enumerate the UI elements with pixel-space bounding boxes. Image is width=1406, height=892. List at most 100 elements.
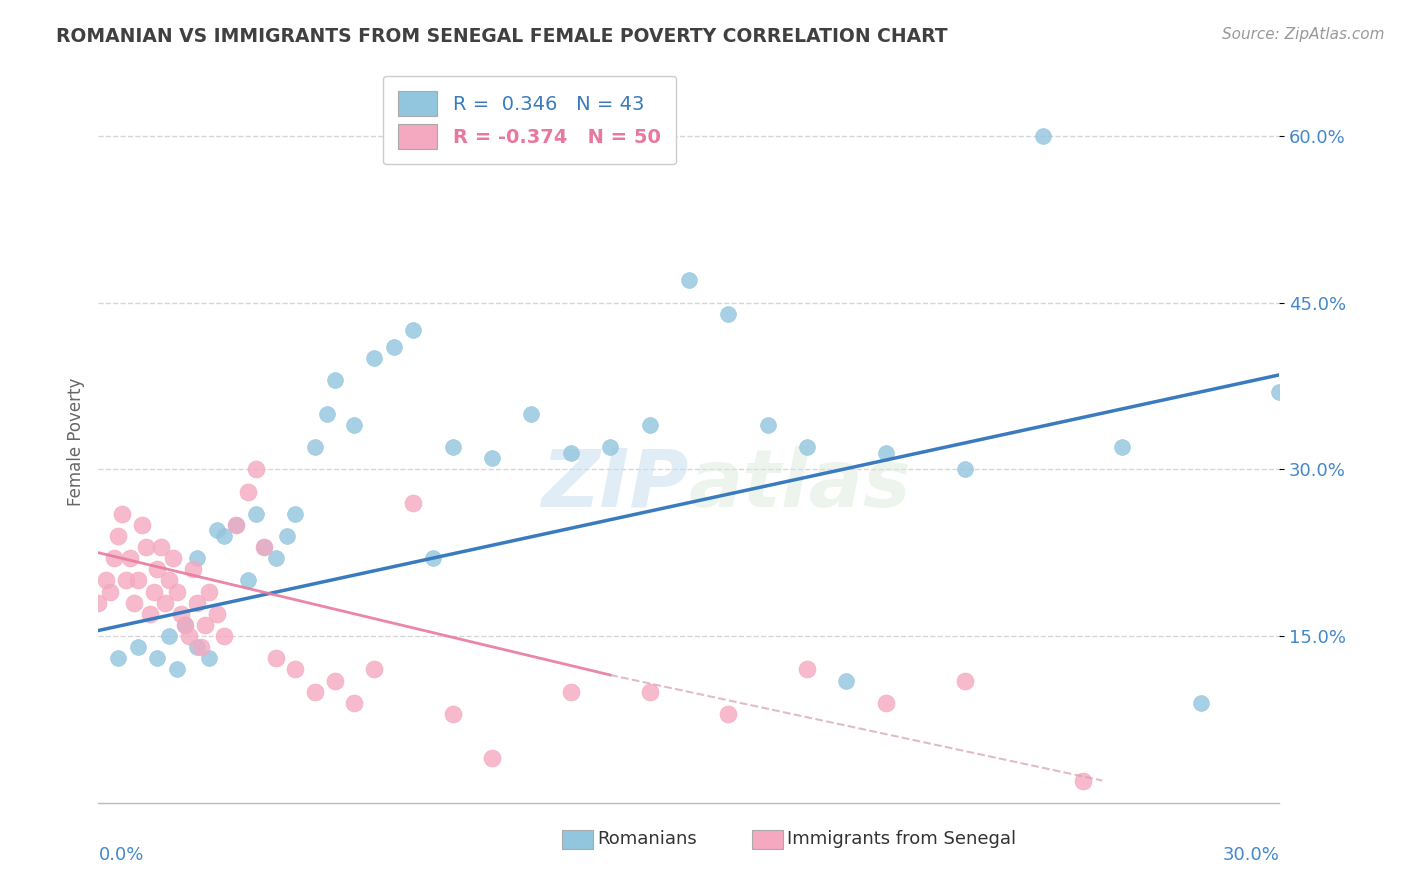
Text: ZIP: ZIP [541,446,689,524]
Point [98,584,121,599]
Point [174,618,197,632]
Point [1071,773,1094,788]
Point [363,351,385,366]
Point [122,596,145,610]
Point [1032,128,1054,143]
Point [131,517,153,532]
Point [343,696,366,710]
Point [560,684,582,698]
Point [796,662,818,676]
Point [177,629,200,643]
Point [717,307,740,321]
Point [162,551,184,566]
Point [264,651,287,665]
Point [756,417,779,432]
Point [875,445,897,459]
Point [875,696,897,710]
Point [1189,696,1212,710]
Point [142,584,165,599]
Point [135,540,157,554]
Point [146,562,169,576]
Point [953,462,976,476]
Point [166,584,188,599]
Point [560,445,582,459]
Point [323,373,346,387]
Point [225,517,247,532]
Text: ROMANIAN VS IMMIGRANTS FROM SENEGAL FEMALE POVERTY CORRELATION CHART: ROMANIAN VS IMMIGRANTS FROM SENEGAL FEMA… [56,27,948,45]
Point [190,640,212,655]
Point [402,323,425,337]
Point [138,607,160,621]
Point [276,529,298,543]
Point [402,496,425,510]
Point [284,507,307,521]
Point [205,607,228,621]
Point [245,462,267,476]
Point [111,507,134,521]
Point [363,662,385,676]
Point [107,529,129,543]
Point [115,574,138,588]
Point [520,407,543,421]
Point [205,524,228,538]
Point [835,673,858,688]
Point [253,540,276,554]
Point [304,684,326,698]
Point [236,484,259,499]
Point [194,618,217,632]
Text: atlas: atlas [689,446,911,524]
Point [323,673,346,688]
Point [599,440,621,454]
Point [481,751,503,765]
Point [1111,440,1133,454]
Point [186,596,208,610]
Point [197,651,219,665]
Point [343,417,366,432]
Point [284,662,307,676]
Point [174,618,197,632]
Point [127,640,149,655]
Text: Romanians: Romanians [598,830,697,848]
Point [186,551,208,566]
Point [197,584,219,599]
Point [127,574,149,588]
Point [236,574,259,588]
Point [166,662,188,676]
Point [382,340,405,354]
Point [304,440,326,454]
Point [96,574,118,588]
Point [87,596,110,610]
Point [481,451,503,466]
Point [157,629,180,643]
Point [155,596,177,610]
Point [146,651,169,665]
Point [441,440,464,454]
Point [953,673,976,688]
Point [157,574,180,588]
Point [107,651,129,665]
Point [264,551,287,566]
Point [638,684,661,698]
Point [225,517,247,532]
Text: Immigrants from Senegal: Immigrants from Senegal [787,830,1017,848]
Point [638,417,661,432]
Point [181,562,204,576]
Point [170,607,193,621]
Point [214,629,236,643]
Point [1268,384,1291,399]
Point [150,540,173,554]
Text: Source: ZipAtlas.com: Source: ZipAtlas.com [1222,27,1385,42]
Legend: R =  0.346   N = 43, R = -0.374   N = 50: R = 0.346 N = 43, R = -0.374 N = 50 [382,76,676,164]
Point [717,706,740,721]
Point [118,551,141,566]
Point [245,507,267,521]
Point [796,440,818,454]
Point [214,529,236,543]
Point [441,706,464,721]
Point [103,551,125,566]
Point [253,540,276,554]
Text: 0.0%: 0.0% [98,847,143,864]
Point [315,407,337,421]
Point [678,273,700,287]
Text: 30.0%: 30.0% [1223,847,1279,864]
